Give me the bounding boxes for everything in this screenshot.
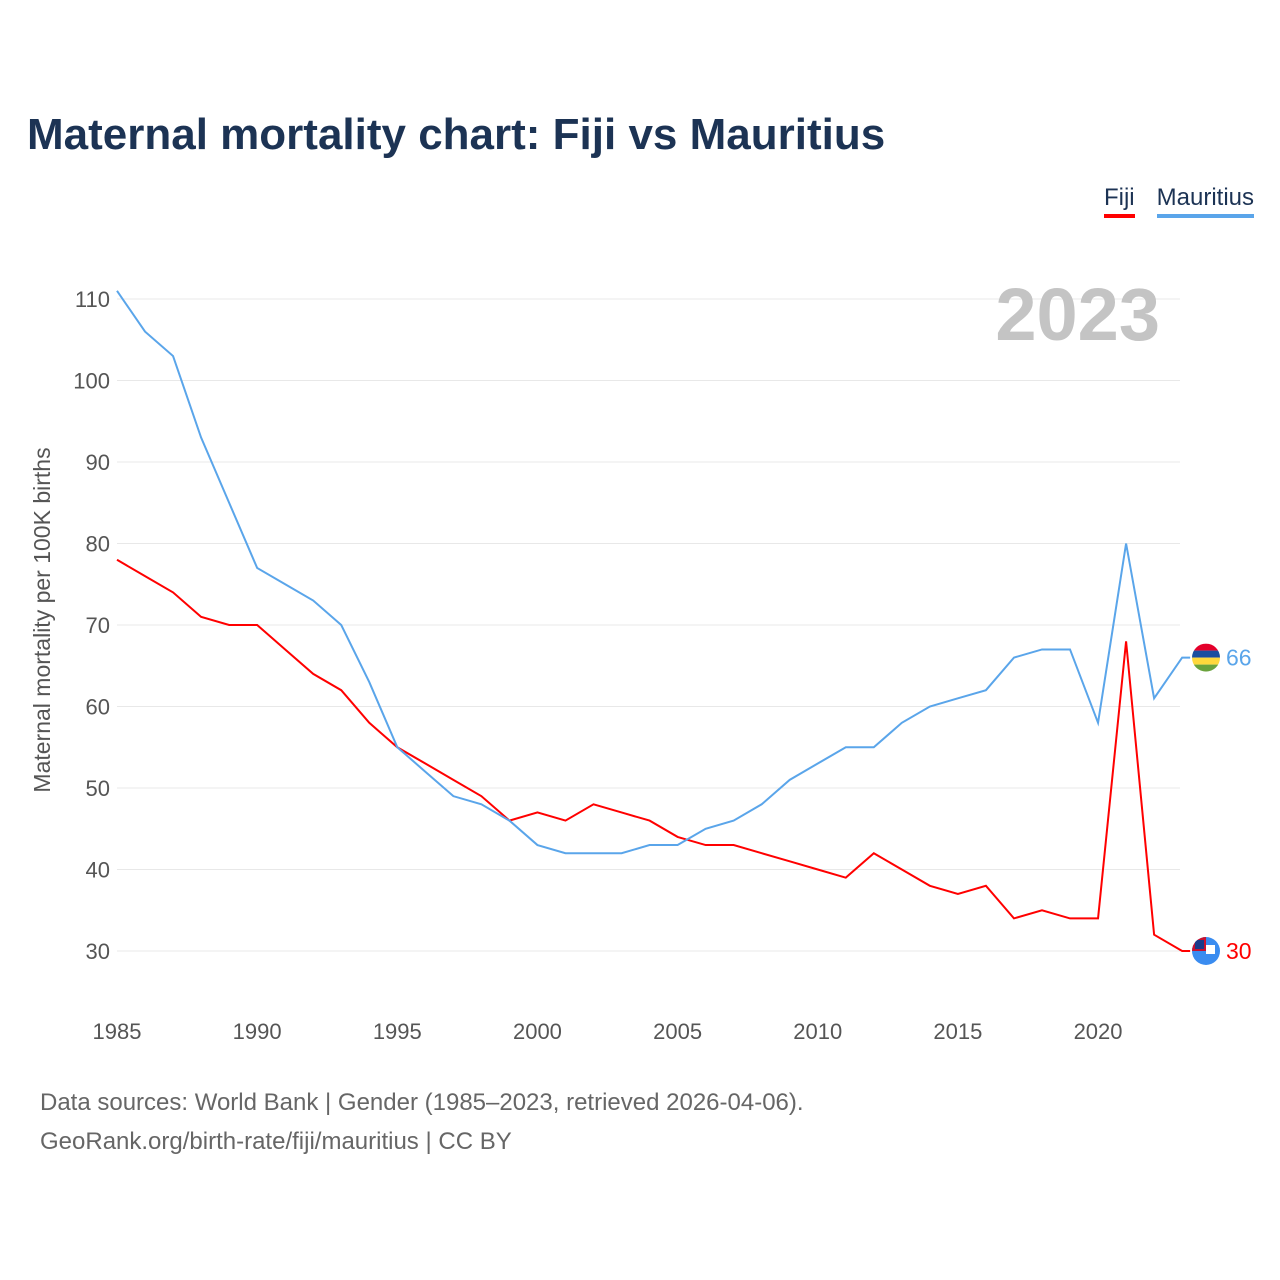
y-axis-label: Maternal mortality per 100K births (29, 447, 55, 792)
x-tick-label: 2005 (653, 1019, 702, 1044)
series-line-fiji (116, 558, 1191, 952)
end-value-label-fiji: 30 (1226, 938, 1252, 964)
x-tick-label: 2010 (793, 1019, 842, 1044)
footer-sources: Data sources: World Bank | Gender (1985–… (40, 1089, 804, 1116)
y-tick-label: 60 (86, 695, 110, 720)
y-tick-label: 110 (75, 287, 110, 312)
legend: Fiji Mauritius (1103, 184, 1254, 218)
series-line-mauritius (116, 290, 1191, 855)
footer-link[interactable]: GeoRank.org/birth-rate/fiji/mauritius | … (40, 1128, 512, 1155)
chart-title: Maternal mortality chart: Fiji vs Maurit… (27, 110, 886, 159)
x-tick-label: 1990 (233, 1019, 282, 1044)
y-tick-label: 80 (86, 532, 110, 557)
mauritius-flag-icon (1192, 643, 1220, 672)
legend-mauritius[interactable]: Mauritius (1156, 184, 1254, 218)
x-tick-label: 2000 (513, 1019, 562, 1044)
y-tick-label: 70 (86, 613, 110, 638)
x-tick-label: 2020 (1074, 1019, 1123, 1044)
x-tick-label: 1985 (93, 1019, 142, 1044)
year-watermark: 2023 (995, 273, 1160, 356)
fiji-flag-icon (1192, 937, 1220, 965)
x-tick-label: 1995 (373, 1019, 422, 1044)
legend-fiji[interactable]: Fiji (1103, 184, 1135, 218)
y-tick-label: 40 (86, 858, 110, 883)
y-tick-label: 100 (73, 369, 110, 394)
y-tick-label: 90 (86, 450, 110, 475)
y-tick-label: 50 (86, 776, 110, 801)
y-tick-label: 30 (86, 939, 110, 964)
end-value-label-mauritius: 66 (1226, 645, 1252, 671)
x-tick-label: 2015 (933, 1019, 982, 1044)
